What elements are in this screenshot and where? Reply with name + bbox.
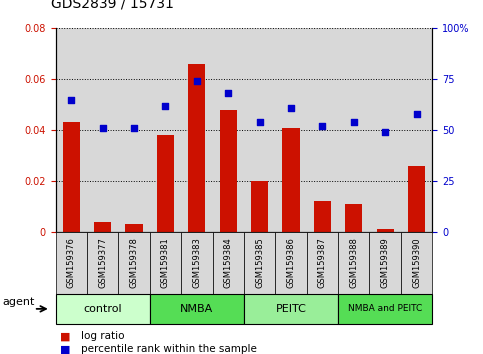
- Bar: [314, 201, 331, 232]
- Text: NMBA and PEITC: NMBA and PEITC: [348, 304, 422, 313]
- Point: [256, 119, 264, 125]
- Bar: [94, 222, 111, 232]
- Bar: [377, 229, 394, 232]
- Text: GSM159381: GSM159381: [161, 238, 170, 288]
- Point: [193, 79, 201, 84]
- Text: percentile rank within the sample: percentile rank within the sample: [81, 344, 256, 354]
- Point: [350, 119, 357, 125]
- Text: GSM159389: GSM159389: [381, 238, 390, 288]
- Point: [382, 129, 389, 135]
- Point: [224, 91, 232, 96]
- Text: ■: ■: [60, 344, 71, 354]
- Point: [68, 97, 75, 102]
- Bar: [188, 64, 205, 232]
- Bar: [408, 166, 425, 232]
- Text: log ratio: log ratio: [81, 331, 124, 341]
- Point: [130, 125, 138, 131]
- Text: control: control: [84, 304, 122, 314]
- Bar: [126, 224, 142, 232]
- Bar: [220, 110, 237, 232]
- Text: GSM159388: GSM159388: [349, 238, 358, 288]
- Text: PEITC: PEITC: [276, 304, 306, 314]
- Text: GSM159386: GSM159386: [286, 238, 296, 288]
- Text: GSM159387: GSM159387: [318, 238, 327, 288]
- Text: agent: agent: [2, 297, 35, 307]
- Point: [161, 103, 170, 108]
- Bar: [345, 204, 362, 232]
- Bar: [283, 127, 299, 232]
- Text: GSM159385: GSM159385: [255, 238, 264, 288]
- Point: [287, 105, 295, 110]
- Bar: [63, 122, 80, 232]
- Text: GSM159378: GSM159378: [129, 238, 139, 288]
- Text: ■: ■: [60, 331, 71, 341]
- Point: [319, 123, 327, 129]
- Text: GSM159376: GSM159376: [67, 238, 76, 288]
- Bar: [157, 135, 174, 232]
- Text: GSM159384: GSM159384: [224, 238, 233, 288]
- Text: GDS2839 / 15731: GDS2839 / 15731: [51, 0, 173, 11]
- Text: GSM159383: GSM159383: [192, 238, 201, 288]
- Text: GSM159377: GSM159377: [98, 238, 107, 288]
- Text: GSM159390: GSM159390: [412, 238, 421, 288]
- Point: [412, 111, 420, 116]
- Text: NMBA: NMBA: [180, 304, 213, 314]
- Point: [99, 125, 107, 131]
- Bar: [251, 181, 268, 232]
